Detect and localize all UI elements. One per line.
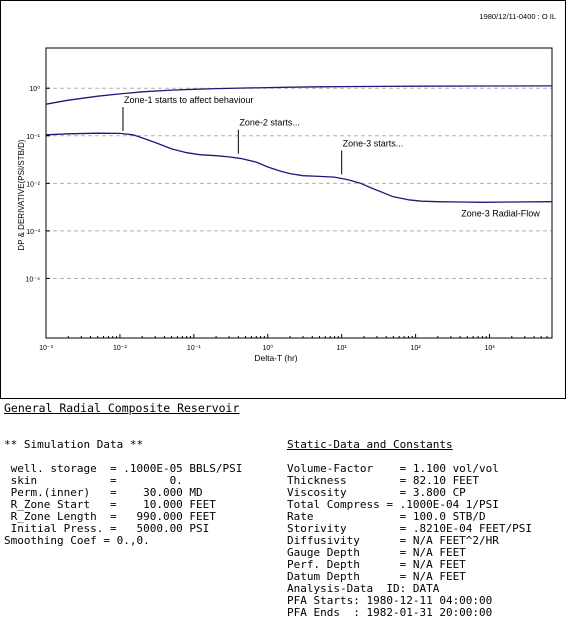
plot-area [45, 47, 553, 339]
annotation-label: Zone-2 starts... [239, 118, 300, 128]
derivative-chart: 1980/12/11-0400 : O IL 10⁰10⁻¹10⁻²10⁻³10… [0, 0, 566, 399]
simulation-row: Smoothing Coef = 0.,0. [4, 534, 150, 547]
x-axis-label: Delta-T (hr) [254, 353, 297, 363]
static-row: Analysis-Data ID: DATA [287, 582, 440, 595]
annotation-label: Zone-3 Radial-Flow [461, 209, 540, 219]
x-tick-label: 10⁻³ [39, 345, 53, 352]
chart-frame [0, 0, 566, 399]
chart-annotations: Zone-1 starts to affect behaviour Zone-2 … [122, 95, 540, 219]
chart-grid [46, 87, 552, 279]
x-tick-label: 10⁻² [113, 345, 127, 352]
y-tick-label: 10⁻⁴ [26, 276, 41, 283]
simulation-row: well. storage = .1000E-05 BBLS/PSI [4, 462, 243, 475]
static-row: Viscosity = 3.800 CP [287, 486, 466, 499]
y-axis-label: DP & DERIVATIVE(PSI/STB/D) [17, 139, 26, 250]
static-row: Diffusivity = N/A FEET^2/HR [287, 534, 499, 547]
static-row: Perf. Depth = N/A FEET [287, 558, 466, 571]
chart-series [45, 85, 553, 203]
static-row: Thickness = 82.10 FEET [287, 474, 480, 487]
panel-title: General Radial Composite Reservoir [4, 401, 240, 415]
static-row: Datum Depth = N/A FEET [287, 570, 466, 583]
pressure-curve [45, 85, 553, 105]
static-row: PFA Ends : 1982-01-31 20:00:00 [287, 606, 493, 619]
static-row: Total Compress = .1000E-04 1/PSI [287, 498, 499, 511]
simulation-row: R_Zone Length = 990.000 FEET [4, 510, 216, 523]
y-tick-label: 10⁻² [26, 181, 40, 188]
y-tick-label: 10⁻³ [26, 229, 40, 236]
header-stamp: 1980/12/11-0400 : O IL [479, 12, 556, 21]
x-tick-label: 10⁰ [262, 344, 273, 352]
static-row: PFA Starts: 1980-12-11 04:00:00 [287, 594, 493, 607]
static-row: Storivity = .8210E-04 FEET/PSI [287, 522, 533, 535]
y-axis: 10⁰ 10⁻¹ 10⁻² 10⁻³ 10⁻⁴ [26, 85, 50, 283]
simulation-header: ** Simulation Data ** [4, 438, 144, 451]
annotation-label: Zone-1 starts to affect behaviour [124, 95, 253, 105]
simulation-row: Perm.(inner) = 30.000 MD [4, 486, 203, 499]
simulation-data-block: ** Simulation Data ** well. storage = .1… [4, 415, 242, 547]
derivative-curve [45, 132, 553, 203]
x-tick-label: 10³ [484, 345, 495, 352]
static-row: Rate = 100.0 STB/D [287, 510, 486, 523]
x-axis: 10⁻³ 10⁻² 10⁻¹ 10⁰ 10¹ 10² 10³ [39, 334, 548, 352]
simulation-row: skin = 0. [4, 474, 183, 487]
static-row: Volume-Factor = 1.100 vol/vol [287, 462, 499, 475]
annotation-label: Zone-3 starts... [343, 138, 404, 148]
simulation-row: R_Zone Start = 10.000 FEET [4, 498, 216, 511]
static-data-block: Static-Data and Constants Volume-Factor … [287, 415, 532, 619]
x-tick-label: 10⁻¹ [187, 345, 201, 352]
static-row: Gauge Depth = N/A FEET [287, 546, 466, 559]
y-tick-label: 10⁻¹ [26, 134, 40, 141]
y-tick-label: 10⁰ [29, 85, 40, 93]
simulation-row: Initial Press. = 5000.00 PSI [4, 522, 210, 535]
x-tick-label: 10¹ [337, 345, 348, 352]
static-header: Static-Data and Constants [287, 438, 453, 451]
x-tick-label: 10² [411, 345, 422, 352]
